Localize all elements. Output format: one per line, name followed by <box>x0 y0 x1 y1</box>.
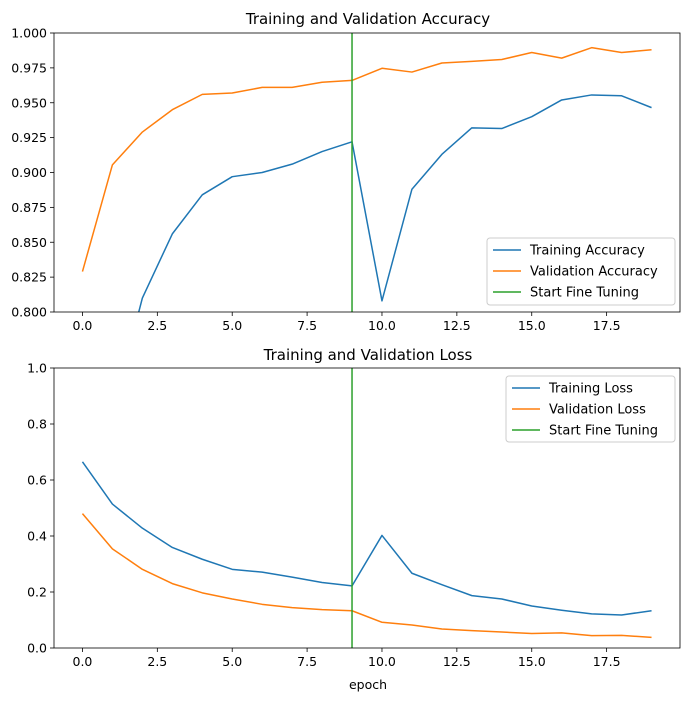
x-tick-label: 2.5 <box>147 318 167 333</box>
legend: Training Loss Validation Loss Start Fine T… <box>505 375 676 443</box>
x-tick-label: 2.5 <box>147 654 167 669</box>
x-tick-label: 7.5 <box>297 318 317 333</box>
x-tick-label: 10.0 <box>368 654 396 669</box>
legend: Training Accuracy Validation Accuracy Star… <box>486 237 676 306</box>
axes-frame <box>53 367 681 649</box>
x-tick-label: 12.5 <box>443 318 471 333</box>
legend-label: Validation Accuracy <box>530 265 658 280</box>
x-tick-label: 12.5 <box>443 654 471 669</box>
legend-frame <box>486 237 676 306</box>
y-tick-label: 0.800 <box>11 305 47 320</box>
legend-label: Training Accuracy <box>529 244 645 259</box>
series-line-validation-accuracy <box>81 46 652 272</box>
x-tick-label: 10.0 <box>368 318 396 333</box>
y-tick-label: 0.6 <box>27 473 47 488</box>
y-tick-label: 0.900 <box>11 165 47 180</box>
y-tick-label: 0.825 <box>11 270 47 285</box>
y-tick-label: 0.875 <box>11 200 47 215</box>
loss-panel: Training and Validation Loss epoch 0.0 2.… <box>27 346 681 692</box>
y-tick-label: 0.2 <box>27 585 47 600</box>
legend-label: Start Fine Tuning <box>549 424 658 439</box>
series-line-training-loss <box>81 461 652 616</box>
x-tick-label: 17.5 <box>593 654 621 669</box>
y-tick-label: 0.4 <box>27 529 47 544</box>
x-tick-label: 0.0 <box>73 654 93 669</box>
x-tick-label: 5.0 <box>222 318 242 333</box>
legend-frame <box>505 375 676 443</box>
series-line-training-accuracy <box>137 94 652 312</box>
y-tick-label: 0.8 <box>27 417 47 432</box>
x-axis-label: epoch <box>349 677 387 692</box>
x-tick-label: 0.0 <box>73 318 93 333</box>
y-tick-label: 0.950 <box>11 95 47 110</box>
x-tick-label: 17.5 <box>593 318 621 333</box>
x-tick-label: 5.0 <box>222 654 242 669</box>
legend-label: Start Fine Tuning <box>530 286 639 301</box>
axes-frame <box>53 32 681 313</box>
y-tick-label: 0.975 <box>11 60 47 75</box>
y-tick-label: 1.0 <box>27 361 47 376</box>
x-tick-label: 7.5 <box>297 654 317 669</box>
x-tick-label: 15.0 <box>518 654 546 669</box>
y-tick-label: 1.000 <box>11 26 47 41</box>
series-line-validation-loss <box>81 513 652 639</box>
y-tick-label: 0.850 <box>11 235 47 250</box>
accuracy-panel: Training and Validation Accuracy 0.0 2.5 5… <box>11 10 681 333</box>
y-tick-label: 0.0 <box>27 641 47 656</box>
legend-label: Validation Loss <box>549 403 646 418</box>
y-tick-label: 0.925 <box>11 130 47 145</box>
accuracy-title: Training and Validation Accuracy <box>245 10 490 28</box>
x-tick-label: 15.0 <box>518 318 546 333</box>
loss-title: Training and Validation Loss <box>263 346 473 364</box>
legend-label: Training Loss <box>548 382 633 397</box>
